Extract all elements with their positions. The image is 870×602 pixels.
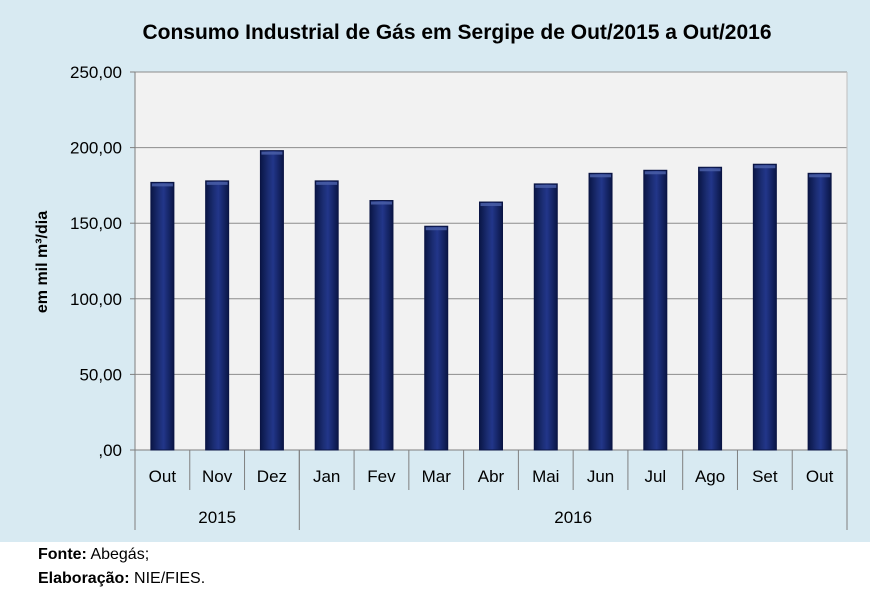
bar-top-bevel [151,183,173,187]
y-tick-label: 50,00 [79,365,122,384]
x-tick-label: Out [149,467,177,486]
y-tick-label: 250,00 [70,63,122,82]
bar-top-bevel [535,184,557,188]
x-tick-label: Abr [478,467,505,486]
source-line: Fonte: Abegás; [38,543,205,567]
bar [479,201,503,451]
group-label: 2015 [198,508,236,527]
bar [259,150,284,451]
bar-chart: Consumo Industrial de Gás em Sergipe de … [34,21,848,530]
bar-top-bevel [425,227,447,231]
bar-top-bevel [480,203,502,207]
x-tick-label: Ago [695,467,725,486]
credit-label: Elaboração: [38,570,130,587]
y-tick-label: ,00 [98,441,122,460]
y-tick-label: 100,00 [70,290,122,309]
bar [698,166,723,451]
y-tick-label: 150,00 [70,214,122,233]
bar [314,180,339,451]
x-tick-label: Mai [532,467,559,486]
bar [205,180,230,451]
x-tick-label: Jul [644,467,666,486]
bar [150,181,175,451]
x-tick-label: Fev [367,467,396,486]
bar-top-bevel [206,181,228,185]
bar-top-bevel [644,171,666,175]
bar [807,172,832,451]
chart-panel: Consumo Industrial de Gás em Sergipe de … [0,0,870,542]
y-axis-label: em mil m³/dia [34,211,51,313]
source-value: Abegás; [90,546,150,563]
bar [369,200,394,451]
bar-top-bevel [261,151,283,155]
footer: Fonte: Abegás; Elaboração: NIE/FIES. [38,543,205,591]
x-tick-label: Dez [257,467,287,486]
bar-top-bevel [590,174,612,178]
bar [424,225,449,451]
x-tick-label: Nov [202,467,233,486]
x-tick-label: Jun [587,467,614,486]
bar [588,172,613,451]
y-tick-label: 200,00 [70,139,122,158]
x-tick-label: Jan [313,467,340,486]
bar-top-bevel [754,165,776,169]
group-label: 2016 [554,508,592,527]
bar [752,163,777,451]
credit-line: Elaboração: NIE/FIES. [38,567,205,591]
credit-value: NIE/FIES. [134,570,206,587]
x-tick-label: Out [806,467,834,486]
x-tick-label: Set [752,467,778,486]
chart-title: Consumo Industrial de Gás em Sergipe de … [142,21,771,44]
bar-top-bevel [316,181,338,185]
x-tick-label: Mar [422,467,452,486]
bar [643,169,668,451]
bar [533,183,558,451]
bar-top-bevel [370,201,392,205]
bar-top-bevel [699,168,721,172]
bar-top-bevel [809,174,831,178]
source-label: Fonte: [38,546,87,563]
